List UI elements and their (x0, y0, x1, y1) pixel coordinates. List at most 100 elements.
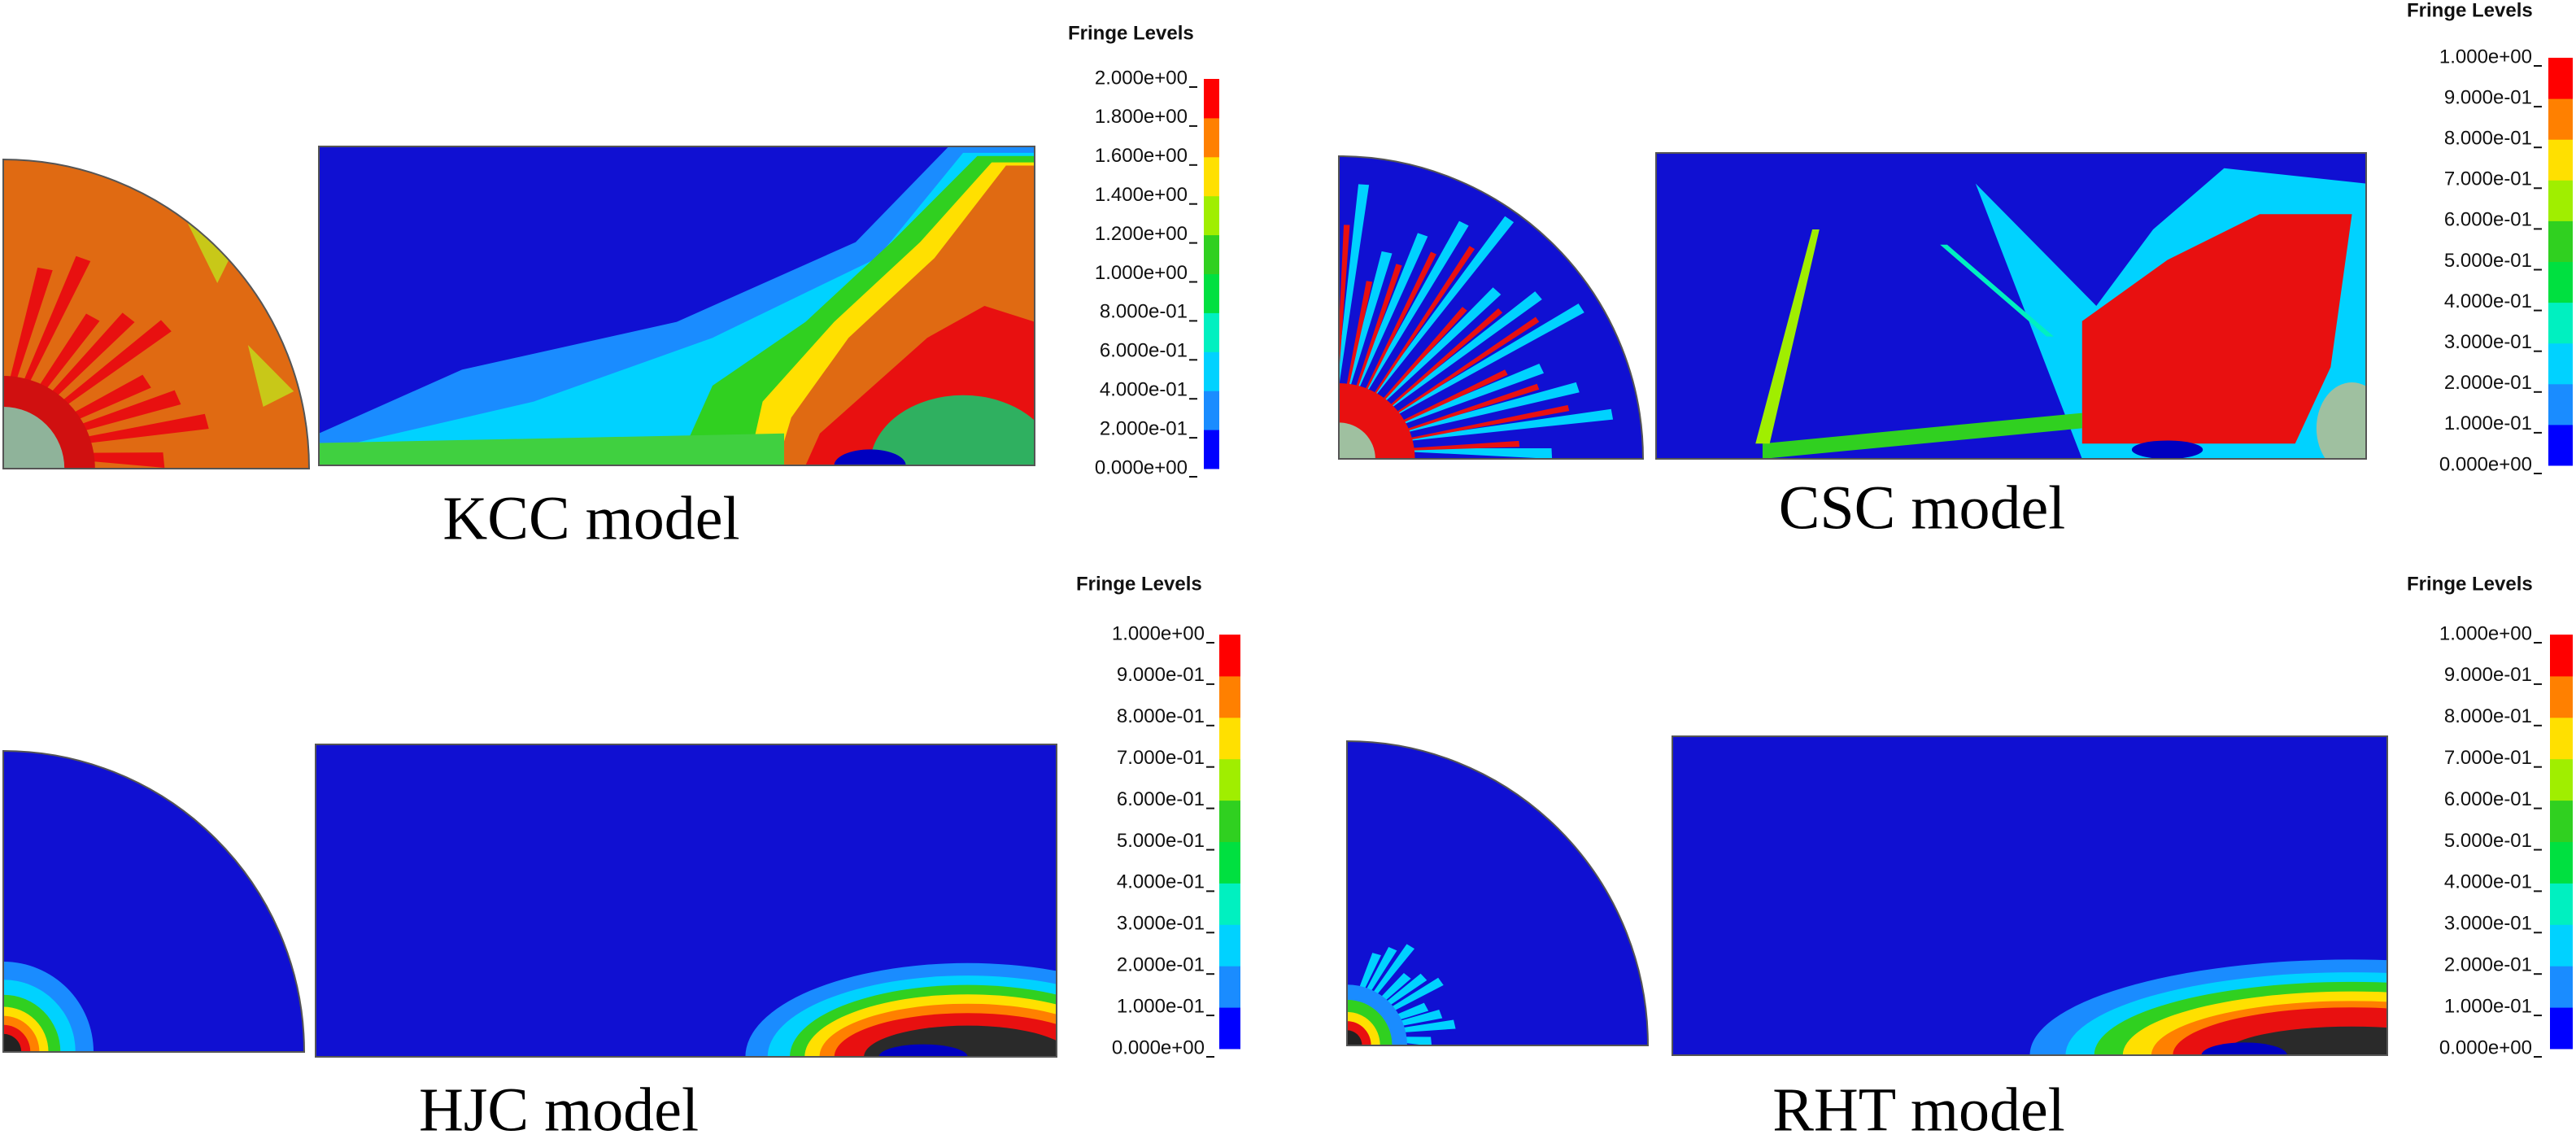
contour-patch (2131, 440, 2203, 459)
level-label: 2.000e-01 (2444, 954, 2532, 976)
level-label: 8.000e-01 (2444, 705, 2532, 727)
panel-caption: CSC model (1779, 473, 2066, 542)
level-label: 7.000e-01 (2444, 747, 2532, 769)
level-label: 5.000e-01 (1117, 830, 1205, 852)
colorbar-segment (1204, 234, 1219, 274)
level-label: 0.000e+00 (1112, 1036, 1205, 1058)
level-label: 9.000e-01 (1117, 664, 1205, 686)
level-label: 9.000e-01 (2444, 86, 2532, 108)
contour-region (3, 159, 309, 469)
level-label: 1.000e+00 (2439, 622, 2532, 644)
quarter-outline (1338, 155, 1645, 460)
level-label: 0.000e+00 (2439, 1036, 2532, 1058)
level-label: 4.000e-01 (1117, 871, 1205, 893)
colorbar-segment (2550, 758, 2573, 801)
contour-patch (3, 407, 65, 469)
level-label: 8.000e-01 (1117, 705, 1205, 727)
level-label: 7.000e-01 (1117, 747, 1205, 769)
colorbar-segment (2548, 261, 2573, 303)
legend-title: Fringe Levels (2407, 573, 2533, 595)
level-label: 6.000e-01 (1100, 340, 1188, 362)
level-label: 1.200e+00 (1095, 223, 1188, 245)
level-label: 1.000e+00 (1095, 262, 1188, 284)
level-label: 1.000e+00 (1112, 622, 1205, 644)
level-label: 7.000e-01 (2444, 168, 2532, 190)
level-label: 9.000e-01 (2444, 664, 2532, 686)
contour-patch (1339, 422, 1375, 459)
level-label: 5.000e-01 (2444, 250, 2532, 272)
contour-patch (878, 1044, 968, 1057)
level-label: 0.000e+00 (2439, 453, 2532, 475)
contour-patch (186, 221, 233, 283)
level-label: 8.000e-01 (1100, 301, 1188, 323)
colorbar-segment (1204, 195, 1219, 236)
colorbar-segment (2550, 924, 2573, 967)
panel-caption: HJC model (419, 1076, 699, 1139)
level-label: 1.800e+00 (1095, 106, 1188, 128)
contour-region (1347, 741, 1648, 1045)
colorbar-segment (1204, 312, 1219, 352)
quarter-outline (2, 749, 306, 1053)
colorbar-segment (1204, 156, 1219, 197)
level-label: 2.000e-01 (1100, 417, 1188, 439)
level-label: 1.000e-01 (1117, 995, 1205, 1017)
colorbar-segment (1219, 1007, 1240, 1050)
colorbar-segment (2550, 717, 2573, 760)
section-outline (1655, 152, 2367, 460)
contour-patch (3, 1033, 22, 1052)
contour-patch (1339, 225, 1350, 459)
colorbar-segment (1219, 966, 1240, 1008)
contour-patch (834, 449, 906, 465)
level-label: 3.000e-01 (2444, 913, 2532, 935)
level-label: 8.000e-01 (2444, 128, 2532, 150)
colorbar-segment (2548, 58, 2573, 99)
colorbar-segment (2550, 635, 2573, 677)
contour-region (1339, 156, 1643, 459)
colorbar-segment (1219, 635, 1240, 677)
contour-patch (3, 1024, 31, 1052)
colorbar-segment (1204, 351, 1219, 391)
contour-region (319, 146, 1035, 465)
level-label: 1.000e-01 (2444, 412, 2532, 434)
colorbar-segment (2550, 841, 2573, 884)
colorbar-segment (2550, 883, 2573, 925)
colorbar-segment (2550, 966, 2573, 1008)
level-label: 4.000e-01 (2444, 290, 2532, 312)
level-label: 1.000e+00 (2439, 46, 2532, 68)
contour-patch (1762, 412, 2082, 459)
colorbar-segment (1204, 117, 1219, 158)
colorbar-segment (1219, 800, 1240, 842)
section-outline (315, 744, 1057, 1058)
colorbar-segment (2548, 343, 2573, 385)
legend-title: Fringe Levels (1076, 573, 1202, 595)
colorbar-segment (1219, 924, 1240, 967)
contour-patch (2316, 382, 2366, 459)
colorbar-segment (1219, 883, 1240, 925)
colorbar-segment (1204, 79, 1219, 119)
level-label: 0.000e+00 (1095, 456, 1188, 478)
colorbar-segment (1219, 717, 1240, 760)
level-label: 2.000e+00 (1095, 67, 1188, 89)
contour-region (3, 751, 304, 1052)
level-label: 1.400e+00 (1095, 184, 1188, 206)
legend-title: Fringe Levels (1068, 22, 1194, 44)
colorbar-segment (2550, 675, 2573, 718)
contour-patch (1755, 229, 1820, 444)
colorbar-segment (2548, 424, 2573, 466)
contour-patch (870, 395, 1035, 465)
level-label: 6.000e-01 (2444, 788, 2532, 810)
contour-patch (2081, 214, 2352, 444)
colorbar-segment (1219, 841, 1240, 884)
contour-patch (1940, 244, 2054, 337)
colorbar-segment (2550, 1007, 2573, 1050)
level-label: 3.000e-01 (1117, 913, 1205, 935)
level-label: 2.000e-01 (2444, 372, 2532, 394)
quarter-outline (2, 158, 311, 469)
level-label: 1.600e+00 (1095, 145, 1188, 167)
contour-patch (3, 376, 95, 469)
contour-patch (1339, 383, 1415, 459)
section-outline (1672, 735, 2388, 1056)
colorbar-segment (2548, 139, 2573, 181)
contour-region (1656, 153, 2366, 459)
